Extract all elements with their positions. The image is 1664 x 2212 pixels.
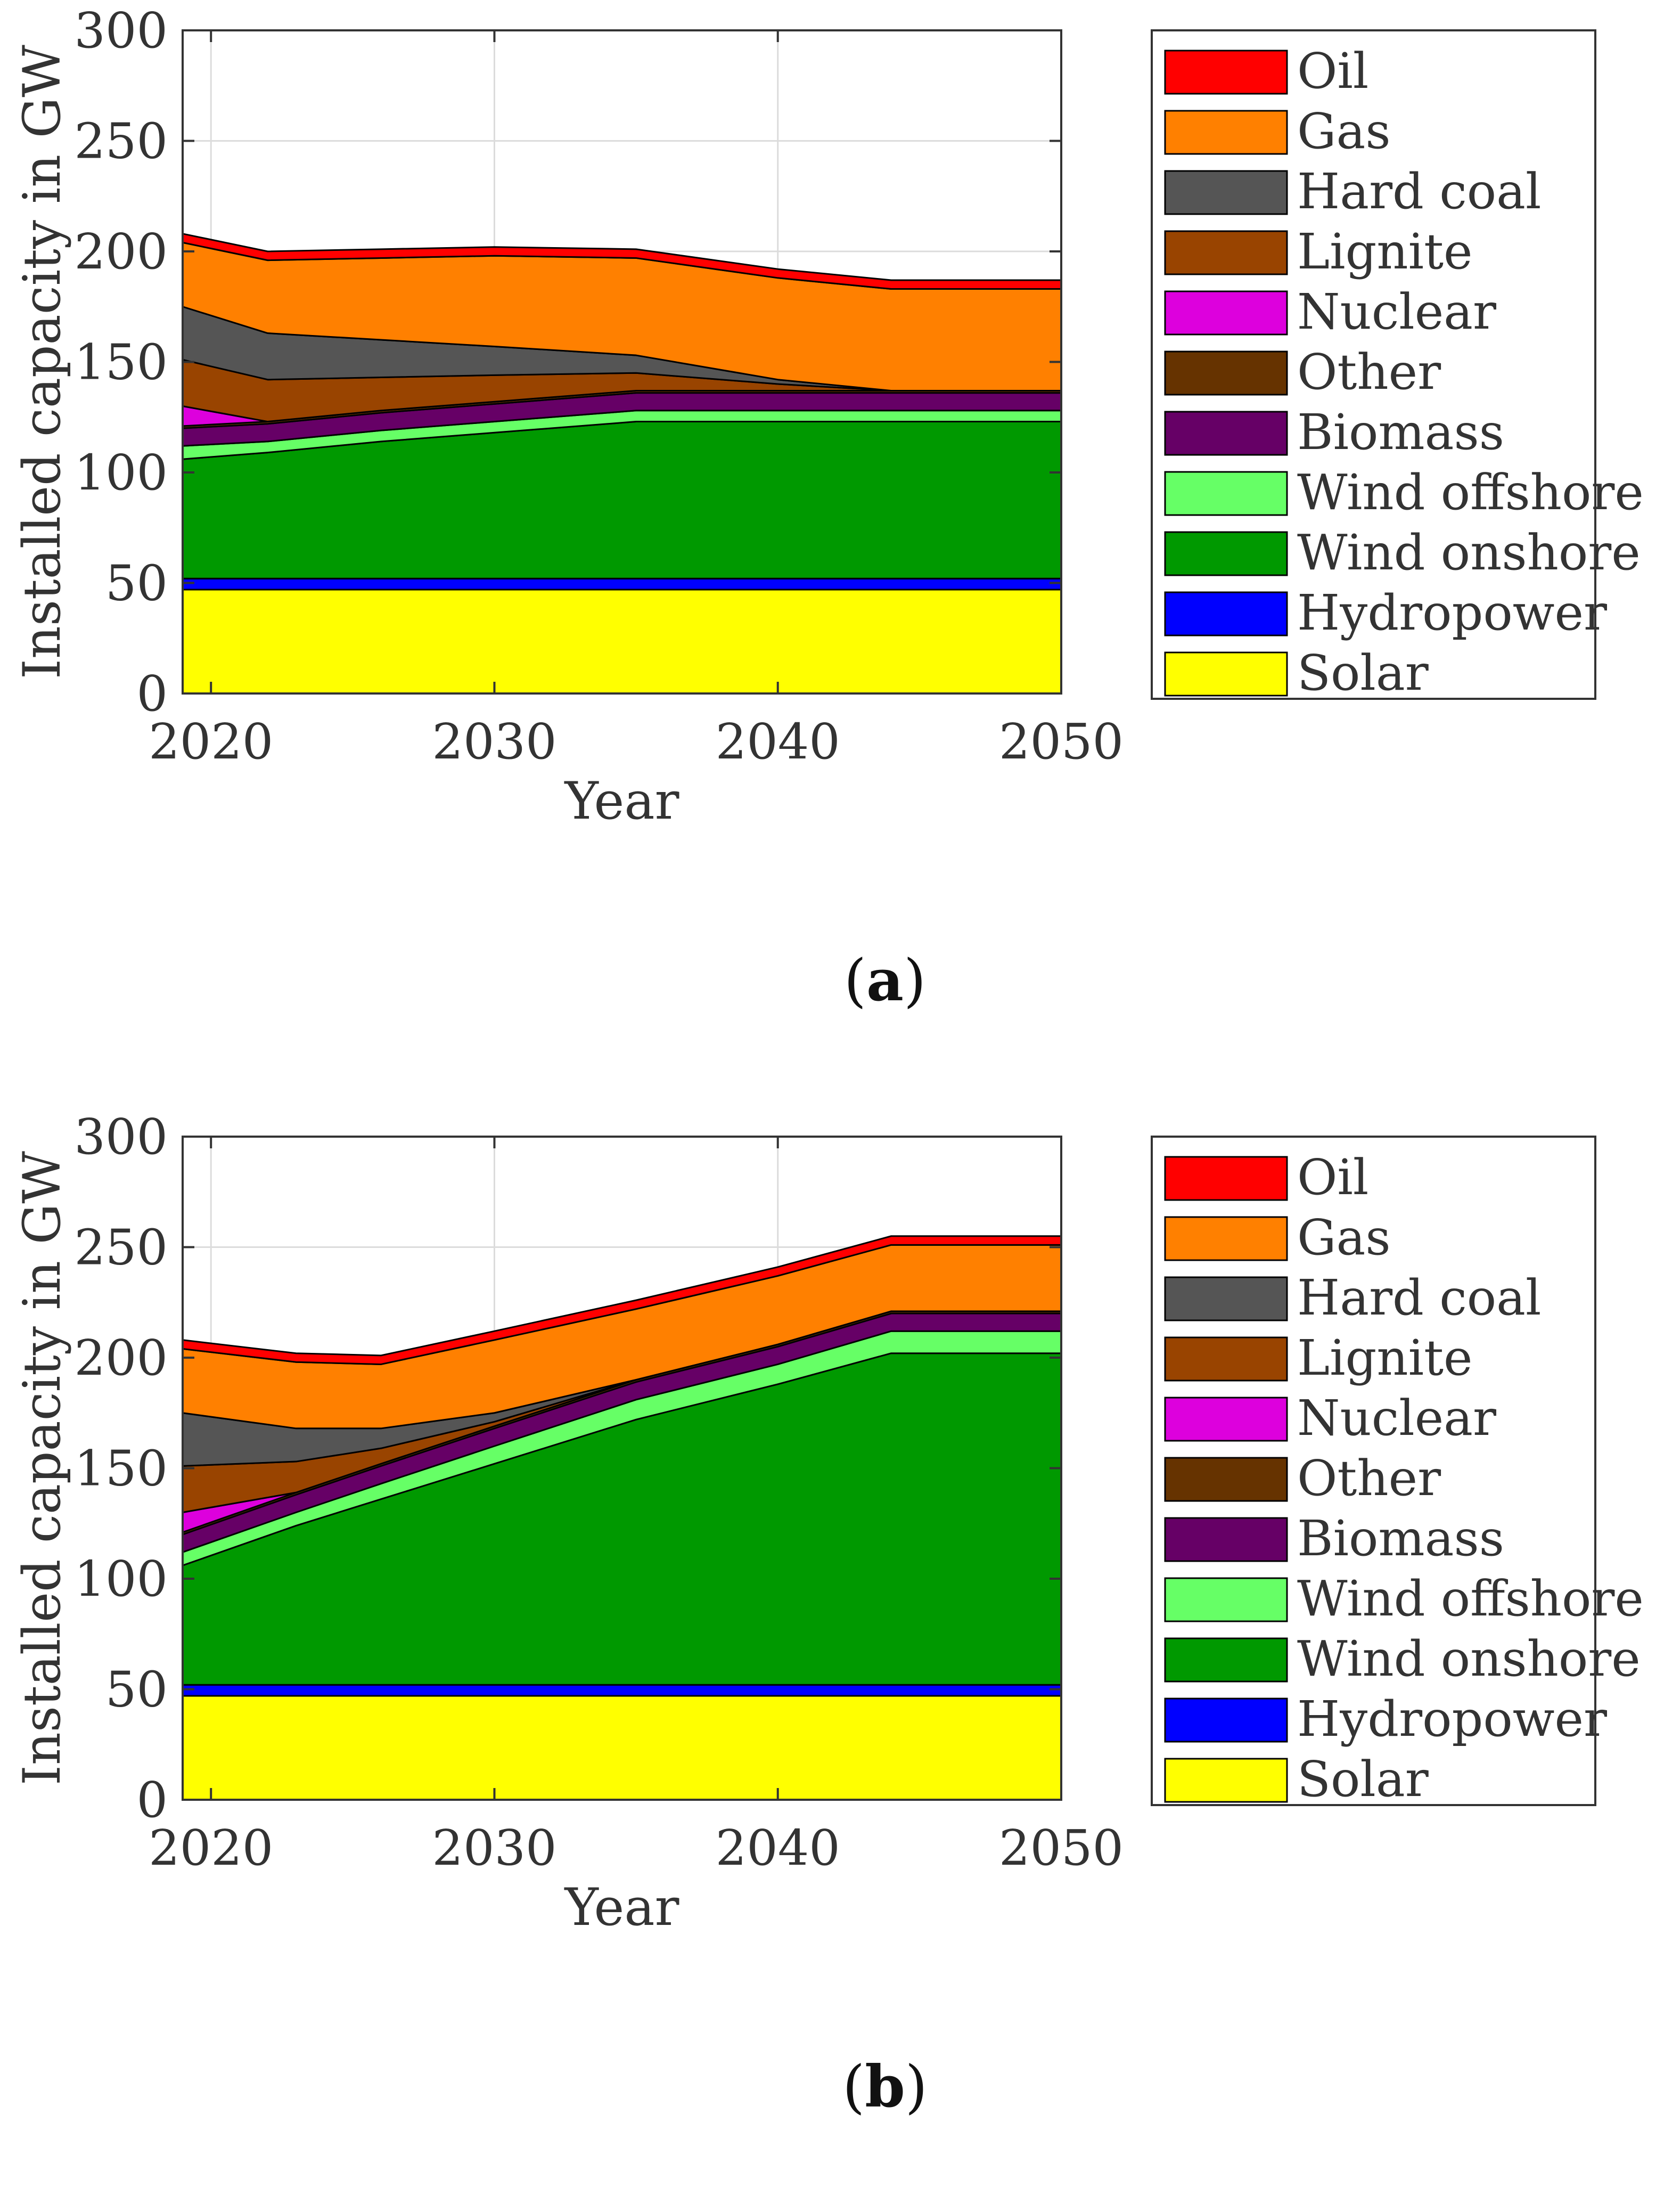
b-legend-swatch-wind-onshore <box>1164 1637 1288 1683</box>
b-y-tick-label-200: 200 <box>74 1329 168 1386</box>
a-legend-label-lignite: Lignite <box>1297 223 1473 280</box>
a-y-tick-label-200: 200 <box>74 223 168 280</box>
b-legend-label-lignite: Lignite <box>1297 1329 1473 1386</box>
a-y-tick-label-300: 300 <box>74 2 168 59</box>
a-y-axis-title: Installed capacity in GW <box>12 45 72 679</box>
a-legend-label-other: Other <box>1297 344 1441 401</box>
a-y-tick-label-250: 250 <box>74 113 168 170</box>
b-x-axis-title: Year <box>564 1878 679 1937</box>
a-legend-swatch-wind-onshore <box>1164 531 1288 576</box>
a-legend-label-wind-onshore: Wind onshore <box>1297 524 1641 581</box>
a-legend-swatch-lignite <box>1164 230 1288 275</box>
a-legend-label-nuclear: Nuclear <box>1297 283 1496 340</box>
b-y-tick-label-50: 50 <box>105 1661 168 1718</box>
b-legend-label-wind-offshore: Wind offshore <box>1297 1570 1644 1627</box>
b-legend-swatch-gas <box>1164 1216 1288 1261</box>
b-area-hydropower <box>182 1684 1062 1697</box>
a-area-hydropower <box>182 577 1062 591</box>
a-legend-swatch-gas <box>1164 110 1288 155</box>
a-legend-swatch-hard-coal <box>1164 170 1288 215</box>
b-panel-label: (b) <box>842 2053 928 2120</box>
b-legend-label-nuclear: Nuclear <box>1297 1390 1496 1447</box>
a-legend-label-oil: Oil <box>1297 43 1368 100</box>
a-y-tick-label-150: 150 <box>74 334 168 391</box>
b-legend-swatch-nuclear <box>1164 1397 1288 1442</box>
b-legend-label-hard-coal: Hard coal <box>1297 1269 1541 1326</box>
a-legend-swatch-hydropower <box>1164 591 1288 636</box>
b-legend-swatch-lignite <box>1164 1336 1288 1382</box>
b-legend-label-solar: Solar <box>1297 1751 1429 1808</box>
a-x-axis-title: Year <box>564 771 679 831</box>
b-legend-swatch-hard-coal <box>1164 1276 1288 1321</box>
b-legend-label-hydropower: Hydropower <box>1297 1691 1607 1748</box>
b-legend-swatch-solar <box>1164 1758 1288 1803</box>
b-area-solar <box>182 1695 1062 1801</box>
chart-panel-b: 0 50 100 150 200 250 300 2020 2030 2040 2050 Year In… <box>0 1106 1664 2212</box>
a-y-tick-label-0: 0 <box>136 665 168 722</box>
a-legend-swatch-wind-offshore <box>1164 471 1288 516</box>
b-legend-swatch-other <box>1164 1457 1288 1502</box>
a-area-solar <box>182 589 1062 695</box>
a-legend-swatch-other <box>1164 350 1288 396</box>
b-legend-label-other: Other <box>1297 1450 1441 1507</box>
chart-panel-a: 0 50 100 150 200 250 300 2020 2030 2040 2050 Year In… <box>12 2 1644 1014</box>
a-x-tick-label-2040: 2040 <box>716 713 840 770</box>
b-x-tick-label-2020: 2020 <box>149 1819 273 1876</box>
a-legend-label-hydropower: Hydropower <box>1297 584 1607 641</box>
a-legend-label-solar: Solar <box>1297 644 1429 701</box>
a-y-tick-label-100: 100 <box>74 444 168 501</box>
a-legend-swatch-oil <box>1164 50 1288 95</box>
a-panel-label: (a) <box>844 947 926 1014</box>
b-y-tick-label-250: 250 <box>74 1219 168 1276</box>
a-legend-label-hard-coal: Hard coal <box>1297 163 1541 220</box>
b-legend-swatch-wind-offshore <box>1164 1577 1288 1622</box>
b-y-tick-label-0: 0 <box>136 1772 168 1829</box>
b-x-tick-label-2050: 2050 <box>999 1819 1124 1876</box>
a-legend-swatch-biomass <box>1164 411 1288 456</box>
b-legend-swatch-biomass <box>1164 1517 1288 1562</box>
a-x-tick-label-2030: 2030 <box>432 713 556 770</box>
b-legend-swatch-oil <box>1164 1156 1288 1201</box>
b-legend-label-gas: Gas <box>1297 1209 1391 1266</box>
b-legend-swatch-hydropower <box>1164 1697 1288 1743</box>
chart-a: 0 50 100 150 200 250 300 2020 2030 2040 2050 Year In… <box>12 2 1644 1014</box>
a-y-tick-label-50: 50 <box>105 555 168 612</box>
a-legend-swatch-solar <box>1164 651 1288 697</box>
b-x-tick-label-2030: 2030 <box>432 1819 556 1876</box>
b-legend-label-oil: Oil <box>1297 1149 1368 1206</box>
b-y-axis-title: Installed capacity in GW <box>12 1151 72 1785</box>
b-x-tick-label-2040: 2040 <box>716 1819 840 1876</box>
b-y-tick-label-300: 300 <box>74 1108 168 1165</box>
b-legend-label-biomass: Biomass <box>1297 1510 1504 1567</box>
a-legend-swatch-nuclear <box>1164 290 1288 336</box>
a-x-tick-label-2020: 2020 <box>149 713 273 770</box>
a-legend-label-wind-offshore: Wind offshore <box>1297 464 1644 521</box>
a-x-tick-label-2050: 2050 <box>999 713 1124 770</box>
b-legend-label-wind-onshore: Wind onshore <box>1297 1630 1641 1687</box>
b-y-tick-label-150: 150 <box>74 1440 168 1497</box>
b-y-tick-label-100: 100 <box>74 1550 168 1607</box>
a-legend-label-biomass: Biomass <box>1297 404 1504 461</box>
chart-b: 0 50 100 150 200 250 300 2020 2030 2040 2050 Year In… <box>12 1108 1644 2120</box>
a-legend-label-gas: Gas <box>1297 103 1391 160</box>
